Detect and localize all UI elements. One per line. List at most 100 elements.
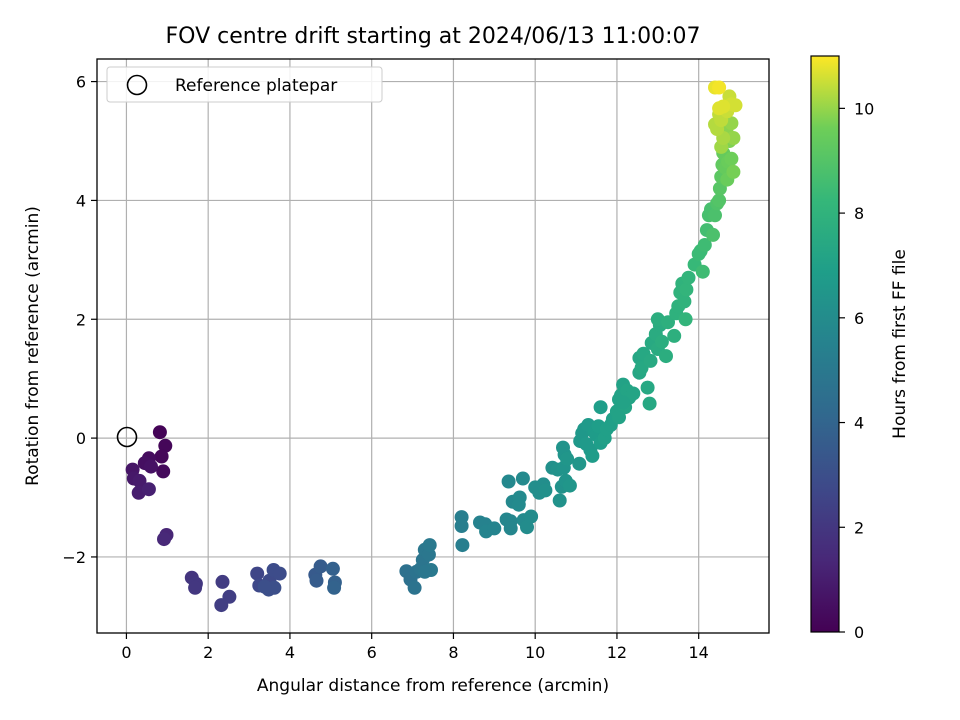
data-point: [215, 574, 230, 589]
x-axis-label: Angular distance from reference (arcmin): [257, 676, 609, 696]
data-point: [214, 598, 229, 613]
y-tick-label: −2: [62, 548, 86, 567]
colorbar-gradient: [811, 56, 839, 632]
colorbar-ticks: 0 2 4 6 8 10: [839, 99, 874, 642]
data-point: [325, 561, 340, 576]
data-point: [642, 396, 657, 411]
x-tick-label: 0: [121, 643, 131, 662]
colorbar-tick-label: 8: [854, 204, 864, 223]
data-point: [272, 566, 287, 581]
data-point: [712, 80, 727, 95]
data-points: [125, 80, 743, 613]
data-point: [422, 538, 437, 553]
data-point: [313, 559, 328, 574]
x-axis-ticks: 0 2 4 6 8 10 12 14: [121, 633, 709, 662]
data-point: [667, 328, 682, 343]
data-point: [455, 538, 470, 553]
x-tick-label: 10: [525, 643, 545, 662]
data-point: [152, 425, 167, 440]
x-tick-label: 8: [448, 643, 458, 662]
legend-box: [106, 66, 383, 103]
data-point: [697, 238, 712, 252]
data-point: [487, 521, 502, 536]
data-point: [552, 493, 567, 508]
data-point: [144, 459, 158, 474]
data-point: [188, 580, 203, 595]
data-point: [132, 473, 147, 488]
colorbar-tick-label: 0: [854, 623, 864, 642]
data-point: [515, 471, 530, 486]
data-point: [706, 227, 720, 242]
y-tick-label: 0: [76, 429, 86, 448]
colorbar-tick-label: 4: [854, 414, 864, 433]
colorbar-tick-label: 2: [854, 518, 864, 537]
x-tick-label: 14: [689, 643, 709, 662]
data-point: [677, 294, 692, 309]
data-point: [503, 521, 518, 536]
data-point: [724, 151, 739, 166]
plot-frame: [96, 58, 770, 634]
y-axis-label: Rotation from reference (arcmin): [23, 206, 43, 486]
data-point: [726, 131, 741, 145]
data-point: [157, 532, 171, 547]
data-point: [728, 98, 743, 113]
data-point: [626, 386, 641, 401]
data-point: [679, 282, 694, 297]
data-point: [612, 410, 626, 425]
chart-title: FOV centre drift starting at 2024/06/13 …: [166, 24, 701, 49]
data-point: [158, 438, 173, 453]
data-point: [616, 395, 631, 410]
colorbar-tick-label: 6: [854, 309, 864, 328]
colorbar: 0 2 4 6 8 10 Hours from first FF file: [810, 55, 910, 642]
data-point: [681, 270, 696, 285]
x-tick-label: 4: [285, 643, 295, 662]
data-point: [407, 580, 422, 595]
data-point: [661, 315, 675, 330]
data-point: [309, 573, 324, 588]
data-point: [585, 448, 600, 463]
data-point: [712, 193, 727, 208]
data-point: [501, 474, 516, 489]
data-point: [327, 580, 342, 595]
y-tick-label: 6: [76, 73, 86, 92]
data-point: [726, 164, 741, 179]
data-point: [593, 400, 608, 415]
data-point: [250, 566, 265, 581]
data-point: [640, 380, 655, 395]
data-point: [712, 101, 727, 116]
colorbar-label: Hours from first FF file: [890, 249, 910, 439]
x-tick-label: 2: [203, 643, 213, 662]
data-point: [654, 334, 669, 349]
reference-platepar-marker: [116, 426, 138, 448]
x-tick-label: 6: [367, 643, 377, 662]
data-point: [257, 579, 272, 594]
colorbar-frame: [810, 55, 840, 633]
data-point: [560, 451, 575, 466]
data-point: [511, 497, 526, 512]
data-point: [659, 349, 673, 364]
data-point: [524, 509, 539, 524]
legend-label: Reference platepar: [175, 76, 337, 96]
data-point: [141, 482, 156, 497]
data-point: [520, 520, 534, 535]
data-point: [562, 478, 577, 493]
legend-marker-icon: [126, 74, 148, 96]
data-point: [678, 312, 693, 327]
colorbar-tick-label: 10: [854, 99, 874, 118]
data-point: [538, 483, 553, 498]
data-point: [156, 464, 171, 479]
data-point: [417, 564, 432, 579]
data-point: [454, 519, 469, 533]
data-point: [643, 353, 658, 368]
data-point: [695, 264, 710, 279]
y-axis-ticks: −2 0 2 4 6: [62, 73, 97, 567]
y-tick-label: 4: [76, 191, 86, 210]
data-point: [708, 208, 722, 223]
data-point: [572, 456, 587, 471]
y-tick-label: 2: [76, 310, 86, 329]
x-tick-label: 12: [607, 643, 627, 662]
grid: [97, 59, 769, 633]
data-point: [154, 449, 169, 464]
legend: Reference platepar: [106, 66, 383, 103]
